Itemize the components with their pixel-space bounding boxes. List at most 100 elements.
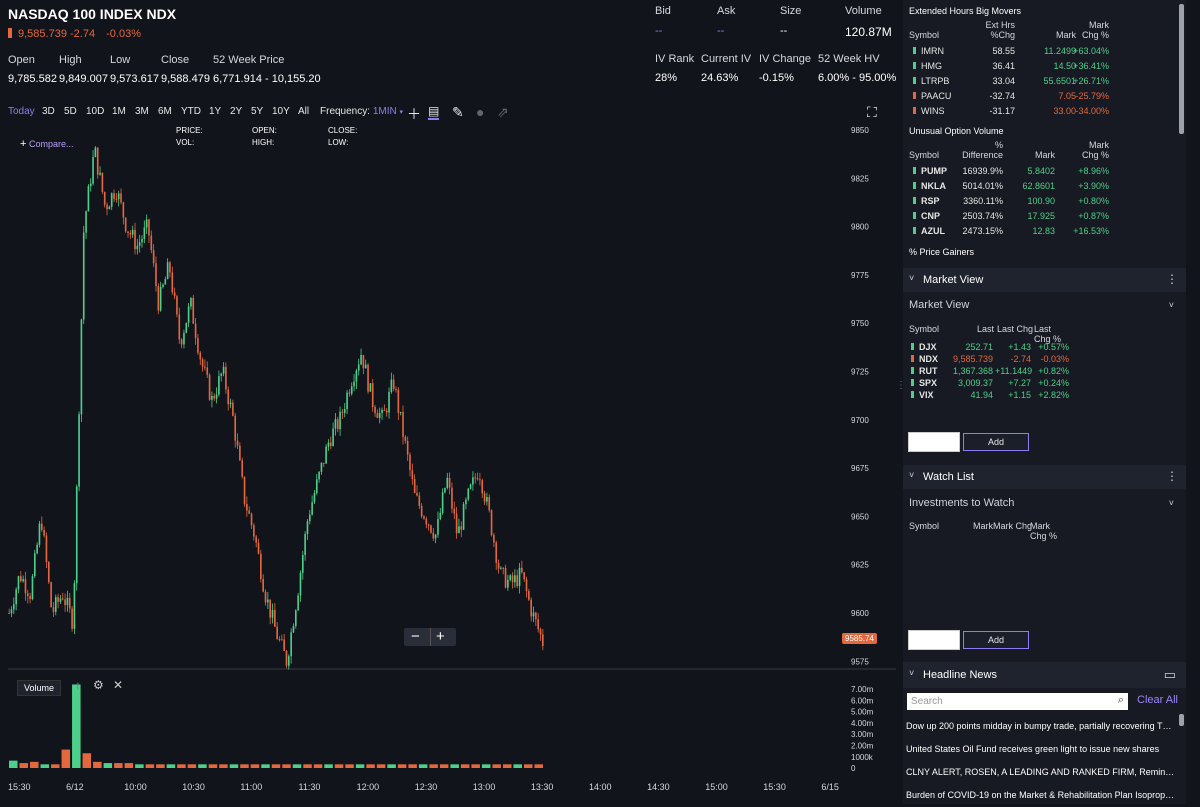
range-all[interactable]: All bbox=[298, 106, 310, 117]
y-tick-label: 9825 bbox=[851, 174, 869, 183]
range-ytd[interactable]: YTD bbox=[181, 106, 201, 117]
compare-button[interactable]: + Compare... bbox=[20, 138, 73, 150]
news-search-input[interactable]: Search ⌕ bbox=[907, 693, 1128, 710]
candle-body bbox=[439, 512, 442, 520]
table-row[interactable]: IMRN 58.55 11.2499 +63.04% bbox=[903, 44, 1186, 59]
y-tick-label: 9850 bbox=[851, 126, 869, 135]
fullscreen-icon[interactable]: ⛶ bbox=[867, 104, 877, 120]
table-row[interactable]: LTRPB 33.04 55.6501 +26.71% bbox=[903, 74, 1186, 89]
table-row[interactable]: DJX 252.71 +1.43 +0.57% bbox=[903, 341, 1186, 353]
net-change: -2.74 bbox=[70, 28, 96, 40]
grip-icon[interactable]: ⋮ bbox=[896, 380, 906, 391]
price-gainers-link[interactable]: % Price Gainers bbox=[909, 247, 975, 257]
more-options-icon[interactable]: ⋮ bbox=[1166, 272, 1178, 286]
table-row[interactable]: AZUL 2473.15% 12.83 +16.53% bbox=[903, 224, 1186, 239]
table-row[interactable]: PAACU -32.74 7.05 -25.79% bbox=[903, 89, 1186, 104]
zoom-out-icon[interactable]: − bbox=[411, 628, 420, 645]
zoom-in-icon[interactable]: + bbox=[436, 628, 445, 645]
candle-body bbox=[292, 626, 295, 633]
table-row[interactable]: VIX 41.94 +1.15 +2.82% bbox=[903, 389, 1186, 401]
candle-body bbox=[206, 367, 209, 375]
range-today[interactable]: Today bbox=[8, 106, 35, 117]
market-view-dropdown[interactable]: Market View bbox=[909, 299, 970, 311]
news-item[interactable]: Burden of COVID-19 on the Market & Rehab… bbox=[906, 790, 1176, 800]
chevron-down-icon[interactable]: ˅ bbox=[909, 668, 915, 678]
candle-body bbox=[334, 419, 337, 429]
news-item[interactable]: United States Oil Fund receives green li… bbox=[906, 744, 1160, 754]
candle-body bbox=[208, 374, 211, 400]
candle-body bbox=[13, 604, 15, 610]
share-icon[interactable]: ⇗ bbox=[497, 104, 509, 120]
news-scrollbar[interactable] bbox=[1179, 714, 1184, 726]
studies-icon[interactable]: ▤ bbox=[428, 104, 440, 120]
range-1m[interactable]: 1M bbox=[112, 106, 126, 117]
frequency-selector[interactable]: Frequency: 1MIN ▾ bbox=[320, 106, 403, 117]
table-row[interactable]: RSP 3360.11% 100.90 +0.80% bbox=[903, 194, 1186, 209]
candle-body bbox=[148, 219, 150, 236]
range-5y[interactable]: 5Y bbox=[251, 106, 264, 117]
candle-body bbox=[360, 355, 362, 365]
chevron-down-icon[interactable]: ˅ bbox=[1168, 300, 1174, 310]
volume-bar bbox=[219, 764, 228, 768]
draw-pencil-icon[interactable]: ✎ bbox=[452, 104, 464, 120]
range-6m[interactable]: 6M bbox=[158, 106, 172, 117]
news-item[interactable]: Dow up 200 points midday in bumpy trade,… bbox=[906, 721, 1176, 731]
more-options-icon[interactable]: ⋮ bbox=[1166, 469, 1178, 483]
panel-resizer[interactable]: ⋮ bbox=[896, 0, 906, 804]
news-item[interactable]: CLNY ALERT, ROSEN, A LEADING AND RANKED … bbox=[906, 767, 1176, 777]
volume-bar bbox=[397, 764, 407, 768]
table-row[interactable]: WINS -31.17 33.00 -34.00% bbox=[903, 104, 1186, 119]
chevron-down-icon[interactable]: ˅ bbox=[909, 273, 915, 283]
candle-body bbox=[61, 598, 64, 600]
candle-body bbox=[378, 413, 381, 418]
gear-icon[interactable]: ⚙ bbox=[93, 678, 104, 692]
table-row[interactable]: NDX 9,585.739 -2.74 -0.03% bbox=[903, 353, 1186, 365]
search-icon[interactable]: ⌕ bbox=[1117, 694, 1124, 706]
volume-study-label[interactable]: Volume bbox=[17, 680, 62, 696]
table-row[interactable]: PUMP 16939.9% 5.8402 +8.96% bbox=[903, 164, 1186, 179]
market-view-add-button[interactable]: Add bbox=[963, 433, 1029, 451]
volume-tick-label: 5.00m bbox=[851, 708, 874, 717]
monitor-icon[interactable]: ▭ bbox=[1163, 667, 1176, 682]
x-tick-label: 15:30 bbox=[763, 782, 786, 792]
range-10y[interactable]: 10Y bbox=[272, 106, 290, 117]
table-row[interactable]: NKLA 5014.01% 62.8601 +3.90% bbox=[903, 179, 1186, 194]
candle-body bbox=[264, 591, 267, 603]
price-chart-area[interactable]: 9850 9825 9800 9775 9750 9725 9700 9675 9650 9625… bbox=[8, 124, 898, 804]
table-row[interactable]: SPX 3,009.37 +7.27 +0.24% bbox=[903, 377, 1186, 389]
table-row[interactable]: HMG 36.41 14.50 +36.41% bbox=[903, 59, 1186, 74]
market-view-symbol-input[interactable] bbox=[908, 432, 960, 452]
table-row[interactable]: CNP 2503.74% 17.925 +0.87% bbox=[903, 209, 1186, 224]
table-row[interactable]: RUT 1,367.368 +11.1449 +0.82% bbox=[903, 365, 1186, 377]
candle-body bbox=[283, 639, 285, 651]
candle-body bbox=[152, 250, 155, 264]
price-chart[interactable]: 9850 9825 9800 9775 9750 9725 9700 9675 9650 9625… bbox=[8, 124, 898, 804]
candle-body bbox=[425, 518, 428, 525]
candle-body bbox=[353, 381, 355, 387]
clear-all-button[interactable]: Clear All bbox=[1137, 694, 1178, 706]
row-symbol: NDX bbox=[919, 354, 939, 364]
range-2y[interactable]: 2Y bbox=[230, 106, 243, 117]
watch-list-header[interactable]: ˅ Watch List ⋮ bbox=[903, 465, 1186, 489]
up-marker-icon bbox=[911, 379, 914, 386]
range-5d[interactable]: 5D bbox=[64, 106, 77, 117]
chevron-down-icon[interactable]: ˅ bbox=[1168, 498, 1174, 508]
market-view-header[interactable]: ˅ Market View ⋮ bbox=[903, 268, 1186, 292]
range-10d[interactable]: 10D bbox=[86, 106, 105, 117]
range-3d[interactable]: 3D bbox=[42, 106, 55, 117]
volume-bar bbox=[387, 764, 396, 768]
range-3m[interactable]: 3M bbox=[135, 106, 149, 117]
close-icon[interactable]: ✕ bbox=[113, 678, 124, 692]
y-tick-label: 9700 bbox=[851, 416, 869, 425]
watch-list-dropdown[interactable]: Investments to Watch bbox=[909, 497, 1015, 509]
watch-list-add-button[interactable]: Add bbox=[963, 631, 1029, 649]
bid-label: Bid bbox=[655, 5, 671, 17]
chevron-down-icon[interactable]: ˅ bbox=[909, 470, 915, 480]
watch-list-symbol-input[interactable] bbox=[908, 630, 960, 650]
headline-news-header[interactable]: ˅ Headline News ▭ bbox=[903, 662, 1186, 688]
arrow-up-icon[interactable]: ↑ bbox=[75, 678, 81, 692]
panel-scrollbar[interactable] bbox=[1179, 4, 1184, 134]
check-circle-icon[interactable]: ● bbox=[476, 104, 485, 120]
range-1y[interactable]: 1Y bbox=[209, 106, 222, 117]
crosshair-icon[interactable]: ＋ bbox=[407, 106, 421, 122]
